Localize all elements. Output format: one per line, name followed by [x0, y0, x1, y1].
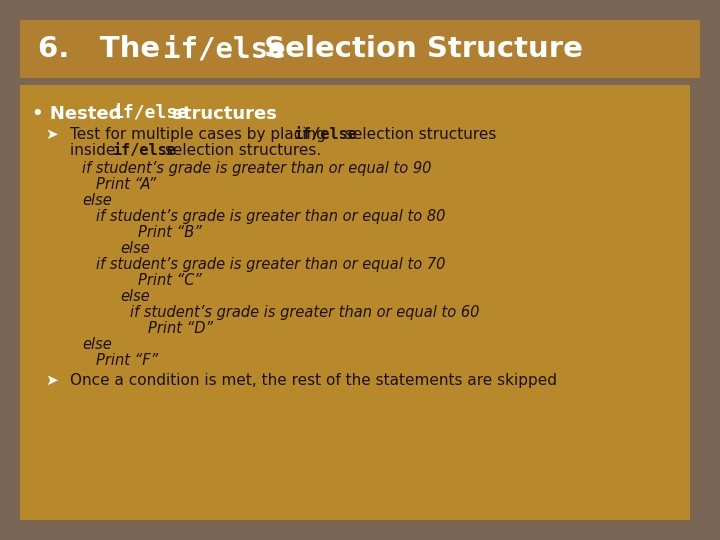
Text: Print “F”: Print “F” — [96, 353, 158, 368]
Text: if/else: if/else — [163, 35, 286, 63]
Text: if student’s grade is greater than or equal to 60: if student’s grade is greater than or eq… — [130, 305, 480, 320]
Text: selection structures.: selection structures. — [160, 143, 321, 158]
FancyBboxPatch shape — [20, 20, 700, 78]
Text: else: else — [82, 193, 112, 208]
Text: • Nested: • Nested — [32, 105, 127, 123]
Text: inside: inside — [70, 143, 120, 158]
Text: if/else: if/else — [113, 143, 177, 158]
Text: Print “D”: Print “D” — [148, 321, 213, 336]
Text: Print “B”: Print “B” — [138, 225, 202, 240]
Text: else: else — [120, 289, 150, 304]
Text: Print “C”: Print “C” — [138, 273, 202, 288]
Text: Test for multiple cases by placing: Test for multiple cases by placing — [70, 127, 330, 142]
Text: if student’s grade is greater than or equal to 90: if student’s grade is greater than or eq… — [82, 161, 431, 176]
Text: else: else — [82, 337, 112, 352]
Text: structures: structures — [166, 105, 277, 123]
Text: if/else: if/else — [294, 127, 358, 142]
Text: if student’s grade is greater than or equal to 70: if student’s grade is greater than or eq… — [96, 257, 446, 272]
Text: ➤: ➤ — [45, 373, 58, 388]
Text: Selection Structure: Selection Structure — [254, 35, 583, 63]
Text: if/else: if/else — [113, 105, 189, 123]
Text: ➤: ➤ — [45, 127, 58, 142]
FancyBboxPatch shape — [20, 85, 690, 520]
Text: 6.   The: 6. The — [38, 35, 170, 63]
Text: else: else — [120, 241, 150, 256]
Text: Once a condition is met, the rest of the statements are skipped: Once a condition is met, the rest of the… — [70, 373, 557, 388]
Text: if student’s grade is greater than or equal to 80: if student’s grade is greater than or eq… — [96, 209, 446, 224]
Text: Print “A”: Print “A” — [96, 177, 156, 192]
Text: selection structures: selection structures — [340, 127, 496, 142]
